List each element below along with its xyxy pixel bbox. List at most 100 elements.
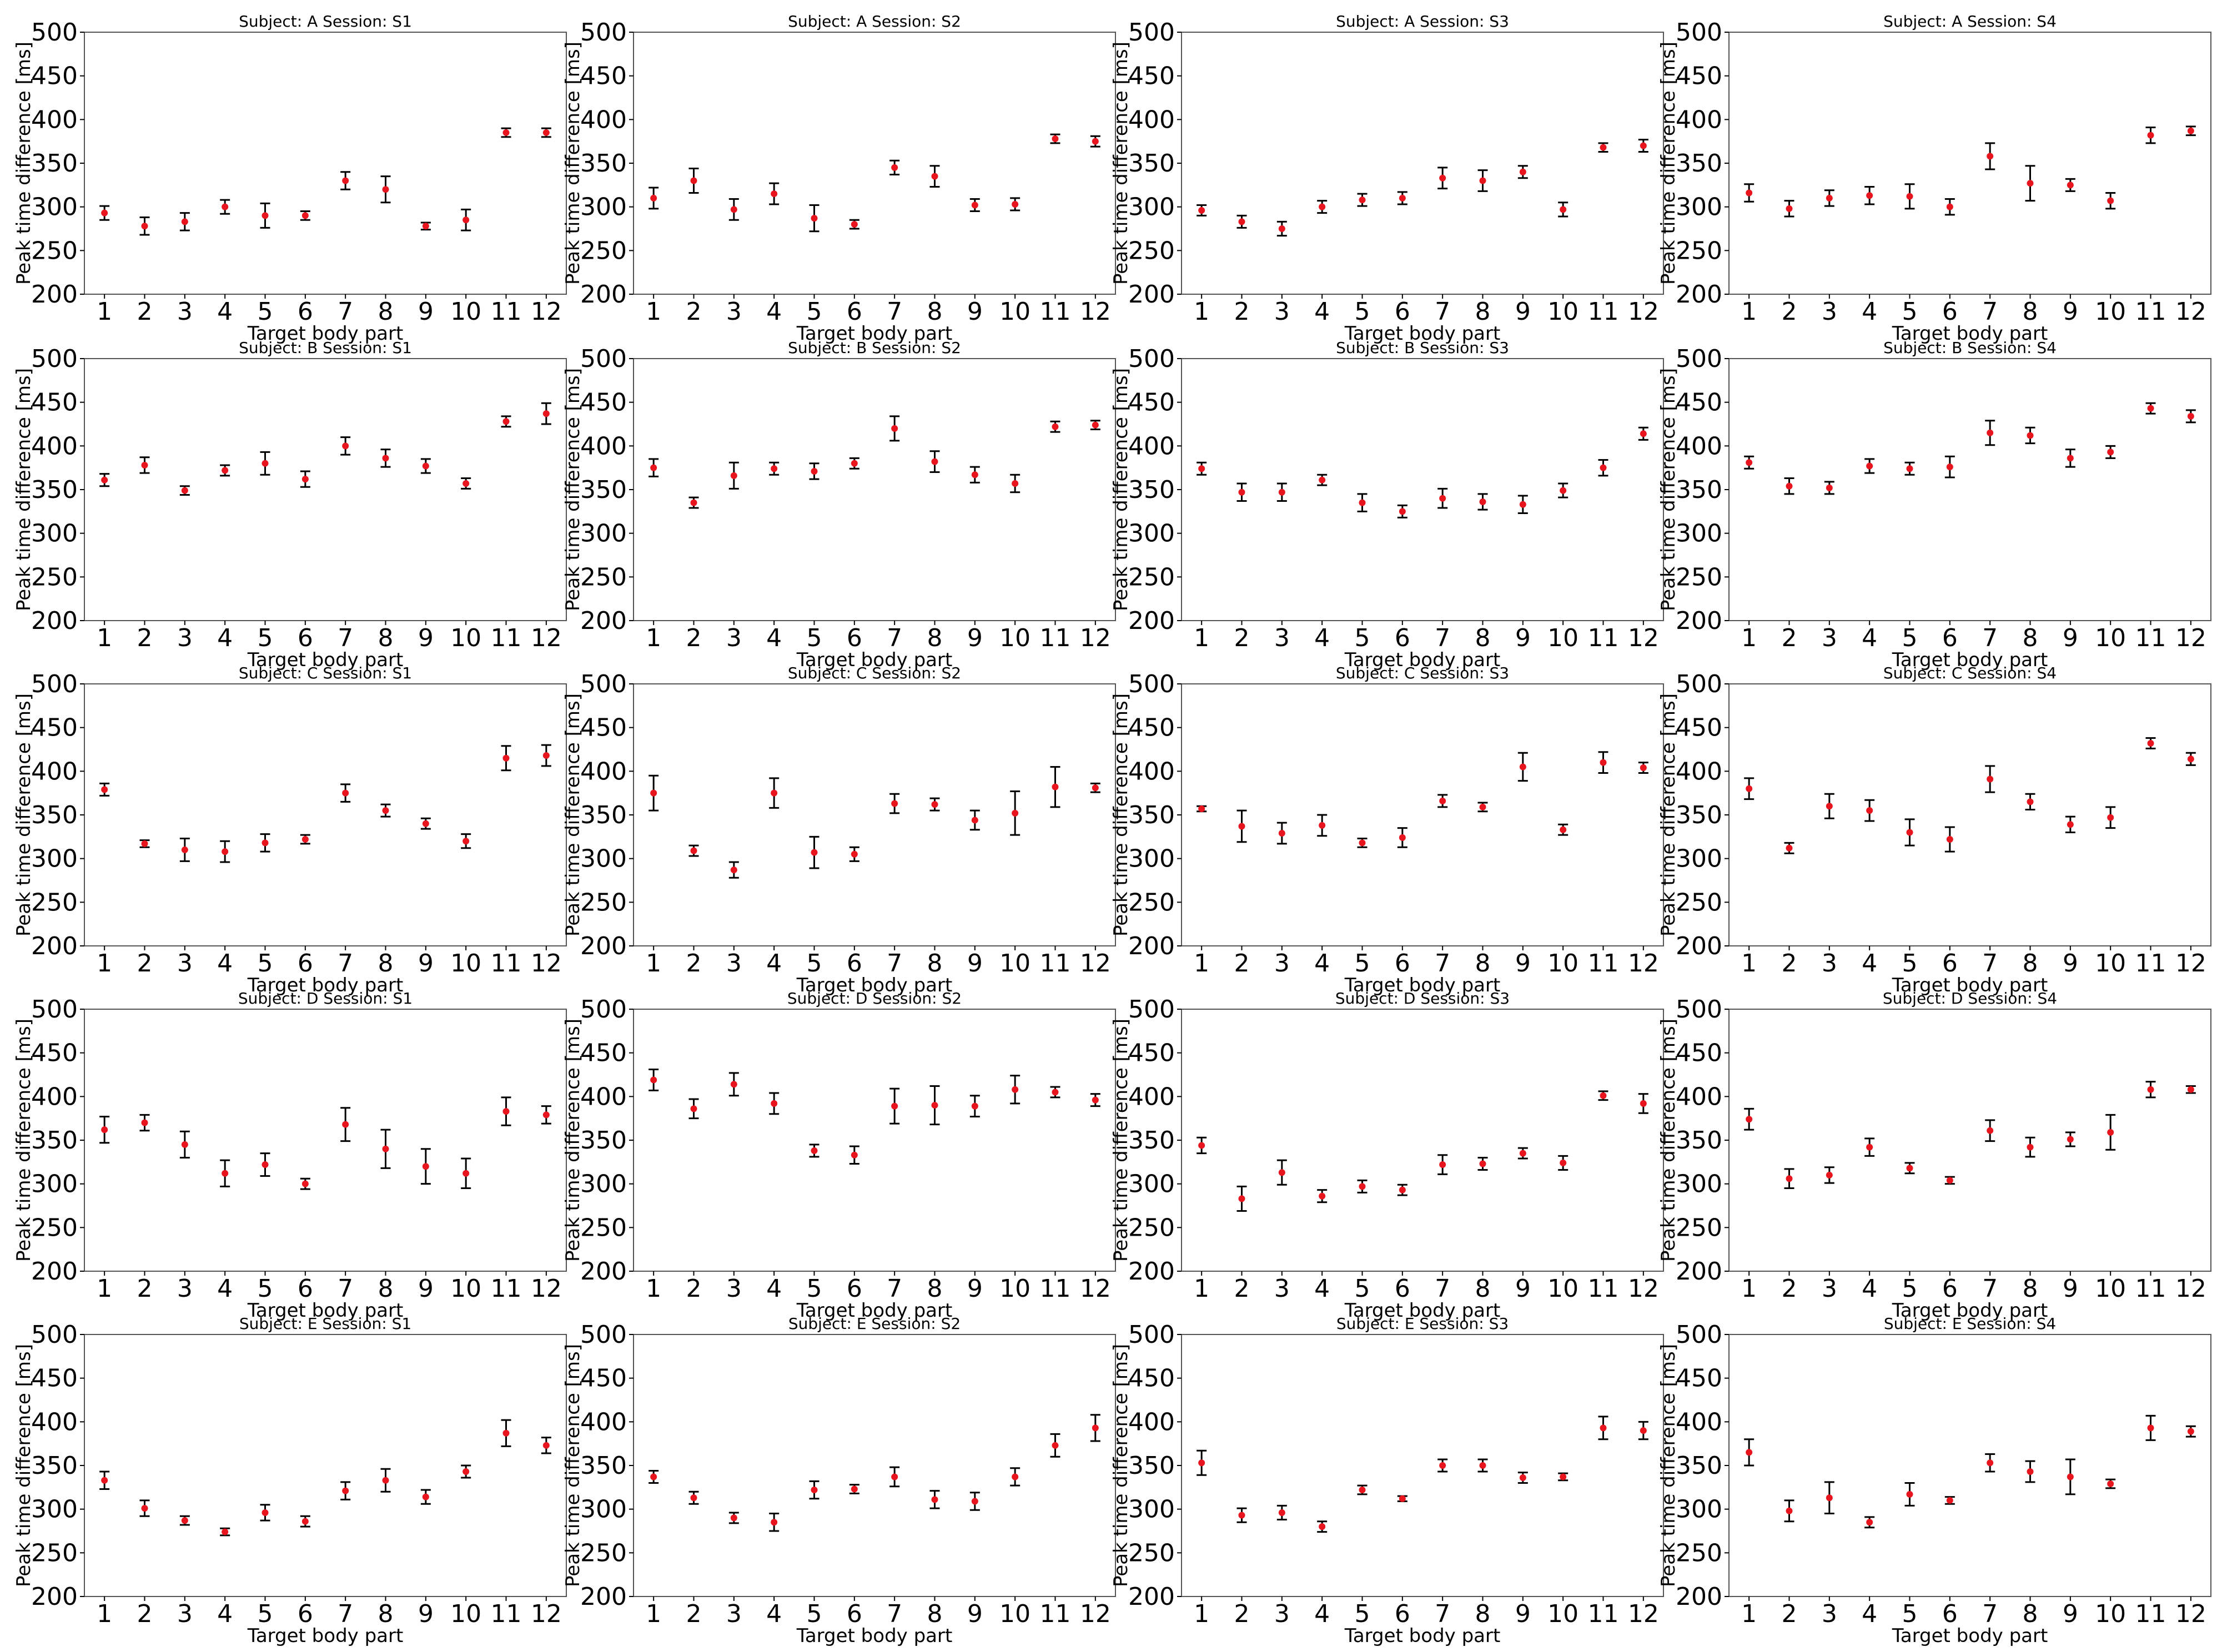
x-tick-label: 1: [1741, 1600, 1757, 1628]
data-point: [1238, 1195, 1245, 1202]
x-tick-label: 6: [1942, 1275, 1958, 1303]
panel-title: Subject: A Session: S4: [1883, 12, 2057, 31]
panel-title: Subject: E Session: S4: [1884, 1314, 2056, 1333]
data-point: [690, 1494, 697, 1502]
x-tick-label: 12: [531, 624, 562, 652]
panel-title: Subject: D Session: S4: [1883, 989, 2057, 1008]
data-point: [931, 458, 938, 465]
data-point: [422, 223, 429, 230]
x-axis-label: Target body part: [247, 1625, 404, 1647]
x-tick-label: 2: [1234, 1275, 1250, 1303]
data-point: [1278, 488, 1285, 496]
y-tick-label: 500: [1128, 670, 1175, 698]
panel-A-S4: Subject: A Session: S4200250300350400450…: [1657, 12, 2211, 345]
data-point: [1640, 142, 1647, 149]
data-point: [1359, 499, 1366, 506]
y-tick-label: 350: [1676, 1126, 1722, 1155]
data-point: [1519, 1150, 1526, 1157]
x-axis-label: Target body part: [1344, 1300, 1501, 1322]
panel-title: Subject: C Session: S4: [1883, 664, 2057, 682]
data-point: [1600, 1092, 1607, 1099]
data-point: [1560, 1473, 1567, 1480]
panel-title: Subject: D Session: S3: [1335, 989, 1510, 1008]
data-point: [342, 1121, 349, 1128]
panel-title: Subject: D Session: S2: [787, 989, 962, 1008]
y-tick-label: 200: [31, 932, 78, 960]
data-point: [1278, 1169, 1285, 1176]
data-point: [730, 1514, 737, 1522]
x-tick-label: 1: [1194, 624, 1209, 652]
data-point: [971, 471, 978, 479]
plot-area-frame: [1728, 683, 2211, 946]
x-tick-label: 9: [1515, 1600, 1531, 1628]
data-point: [891, 425, 898, 432]
y-tick-label: 500: [1676, 995, 1722, 1024]
x-tick-label: 9: [2063, 1275, 2078, 1303]
y-tick-label: 450: [580, 389, 627, 417]
data-point: [650, 464, 657, 471]
x-tick-label: 3: [1274, 1600, 1290, 1628]
y-axis-label: Peak time difference [ms]: [1657, 1019, 1680, 1262]
y-tick-label: 200: [31, 1257, 78, 1286]
data-point: [101, 1477, 108, 1484]
data-point: [1052, 135, 1059, 142]
data-point: [301, 1180, 309, 1187]
data-point: [1786, 205, 1793, 212]
x-tick-label: 8: [1475, 1275, 1491, 1303]
plot-area-frame: [633, 683, 1116, 946]
data-point: [1319, 822, 1326, 829]
data-point: [1600, 144, 1607, 151]
x-tick-label: 11: [1040, 624, 1071, 652]
data-point: [1519, 501, 1526, 508]
data-point: [771, 1519, 778, 1526]
data-point: [1946, 1497, 1953, 1504]
data-point: [2107, 197, 2114, 204]
y-tick-label: 500: [1128, 345, 1175, 373]
data-point: [891, 800, 898, 807]
x-tick-label: 10: [999, 949, 1030, 978]
data-point: [811, 849, 818, 856]
y-axis-label: Peak time difference [ms]: [13, 368, 35, 611]
y-tick-label: 500: [31, 18, 78, 47]
y-tick-label: 300: [1128, 193, 1175, 221]
y-tick-label: 350: [580, 149, 627, 178]
x-tick-label: 8: [1475, 298, 1491, 326]
y-tick-label: 250: [31, 563, 78, 591]
panel-E-S3: Subject: E Session: S3200250300350400450…: [1110, 1314, 1664, 1647]
x-tick-label: 6: [847, 624, 862, 652]
x-tick-label: 7: [887, 624, 902, 652]
x-tick-label: 5: [1355, 949, 1370, 978]
x-tick-label: 11: [1040, 298, 1071, 326]
x-tick-label: 7: [1982, 949, 1998, 978]
y-tick-label: 400: [1676, 432, 1722, 460]
data-point: [1238, 823, 1245, 830]
y-tick-label: 450: [1128, 389, 1175, 417]
y-tick-label: 500: [580, 18, 627, 47]
data-point: [2067, 821, 2074, 828]
data-point: [1092, 1424, 1099, 1432]
plot-area-frame: [84, 683, 567, 946]
y-tick-label: 300: [1128, 845, 1175, 873]
x-tick-label: 4: [1314, 624, 1330, 652]
data-point: [650, 1473, 657, 1480]
x-tick-label: 3: [1822, 949, 1837, 978]
y-axis-label: Peak time difference [ms]: [562, 1344, 584, 1587]
x-tick-label: 7: [1982, 1600, 1998, 1628]
data-point: [2187, 127, 2194, 134]
y-tick-label: 300: [1676, 193, 1722, 221]
x-tick-label: 7: [1435, 949, 1450, 978]
x-tick-label: 2: [1782, 1600, 1797, 1628]
x-tick-label: 12: [531, 298, 562, 326]
data-point: [1198, 465, 1205, 472]
y-tick-label: 450: [1128, 714, 1175, 742]
x-tick-label: 4: [766, 624, 782, 652]
x-axis-label: Target body part: [1344, 323, 1501, 345]
x-tick-label: 2: [686, 1600, 702, 1628]
x-tick-label: 12: [531, 1275, 562, 1303]
y-tick-label: 350: [580, 1126, 627, 1155]
x-tick-label: 7: [338, 1275, 353, 1303]
data-point: [502, 1429, 510, 1437]
x-tick-label: 10: [450, 1275, 481, 1303]
y-axis-label: Peak time difference [ms]: [562, 42, 584, 285]
data-point: [222, 1170, 229, 1177]
